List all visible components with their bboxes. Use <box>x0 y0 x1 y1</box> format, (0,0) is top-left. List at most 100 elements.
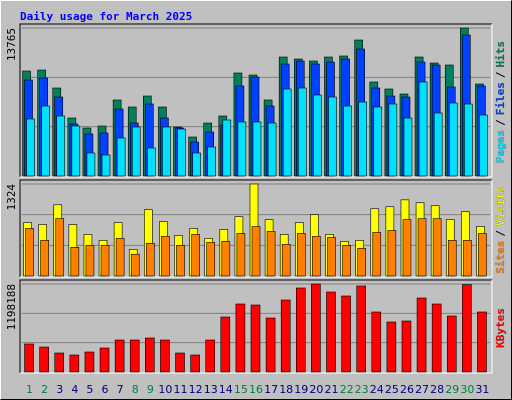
bar <box>447 240 457 277</box>
bar <box>205 339 216 373</box>
x-tick-label: 25 <box>385 383 399 396</box>
bar <box>295 287 306 373</box>
bar <box>190 354 200 373</box>
y-tick-label: 1324 <box>5 184 18 211</box>
bar <box>115 238 125 277</box>
panel-bevel-light <box>20 280 493 374</box>
legend-entry: Pages <box>494 130 507 163</box>
bar <box>131 126 141 177</box>
bar <box>478 233 487 277</box>
bar <box>418 81 428 177</box>
x-tick-label: 24 <box>370 383 384 396</box>
x-tick-label: 12 <box>189 383 203 396</box>
bar <box>147 147 156 177</box>
x-tick-label: 11 <box>174 383 188 396</box>
bar <box>130 253 140 277</box>
bar <box>388 103 398 177</box>
bar <box>40 240 49 277</box>
x-tick-label: 26 <box>400 383 414 396</box>
bar <box>296 233 306 277</box>
bar <box>71 125 81 177</box>
bar <box>327 237 336 277</box>
x-tick-label: 23 <box>355 383 369 396</box>
bar <box>69 354 80 373</box>
legend-separator: / <box>494 230 507 237</box>
bar <box>282 88 292 177</box>
x-tick-label: 28 <box>430 383 444 396</box>
bar <box>161 236 170 277</box>
bar <box>297 87 307 177</box>
legend: Sites / Visits <box>494 186 507 274</box>
bar <box>357 247 366 277</box>
bar <box>417 218 427 277</box>
x-tick-label: 29 <box>445 383 459 396</box>
bar <box>207 146 217 177</box>
bar <box>54 352 65 373</box>
panel-bevel-dark <box>19 179 492 277</box>
bar <box>358 101 367 177</box>
bar <box>206 242 216 277</box>
x-tick-label: 22 <box>340 383 354 396</box>
bar <box>267 122 277 177</box>
chart-title: Daily usage for March 2025 <box>20 10 192 23</box>
bar <box>250 304 261 373</box>
x-tick-label: 2 <box>41 383 48 396</box>
x-tick-label: 5 <box>86 383 93 396</box>
bar <box>191 234 200 277</box>
x-tick-label: 7 <box>117 383 124 396</box>
x-tick-label: 18 <box>279 383 293 396</box>
legend-entry: Hits <box>494 41 507 68</box>
bar <box>237 121 247 177</box>
bar <box>343 105 352 177</box>
legend-entry: Files <box>494 82 507 115</box>
bar <box>401 320 412 373</box>
bar <box>101 154 111 177</box>
panel-bevel-dark <box>19 279 492 373</box>
bar <box>326 291 336 373</box>
panel-bevel-light <box>20 24 493 178</box>
bar <box>99 347 110 373</box>
bar <box>221 241 231 277</box>
x-tick-label: 19 <box>294 383 308 396</box>
bar <box>55 218 65 277</box>
y-tick-label: 13765 <box>5 28 18 61</box>
bar <box>70 247 80 277</box>
bar <box>341 295 351 373</box>
bar <box>252 121 262 177</box>
bar <box>41 105 50 177</box>
x-tick-label: 14 <box>219 383 233 396</box>
bar <box>25 228 34 277</box>
x-tick-label: 15 <box>234 383 248 396</box>
bar <box>222 119 232 177</box>
bar <box>265 317 276 373</box>
bar <box>26 118 35 177</box>
legend-separator: / <box>494 71 507 78</box>
bar <box>402 219 412 277</box>
bar <box>416 297 427 373</box>
x-tick-label: 3 <box>56 383 63 396</box>
bar <box>176 245 185 277</box>
bar <box>266 231 276 277</box>
bar <box>116 137 126 177</box>
legend-entry: KBytes <box>494 308 507 348</box>
bar <box>84 351 95 373</box>
bar <box>312 236 321 277</box>
bar <box>431 303 442 373</box>
x-tick-label: 16 <box>249 383 263 396</box>
bar <box>100 245 110 277</box>
x-tick-label: 21 <box>324 383 338 396</box>
x-tick-label: 20 <box>309 383 323 396</box>
bar <box>462 284 472 373</box>
bar <box>446 315 457 373</box>
x-tick-label: 4 <box>71 383 78 396</box>
x-tick-label: 10 <box>158 383 172 396</box>
bar <box>85 245 95 277</box>
bar <box>145 337 155 373</box>
bar <box>371 311 382 373</box>
y-tick-label: 1198188 <box>5 284 18 330</box>
bar <box>386 321 397 373</box>
bar <box>220 316 231 373</box>
x-tick-label: 8 <box>132 383 139 396</box>
